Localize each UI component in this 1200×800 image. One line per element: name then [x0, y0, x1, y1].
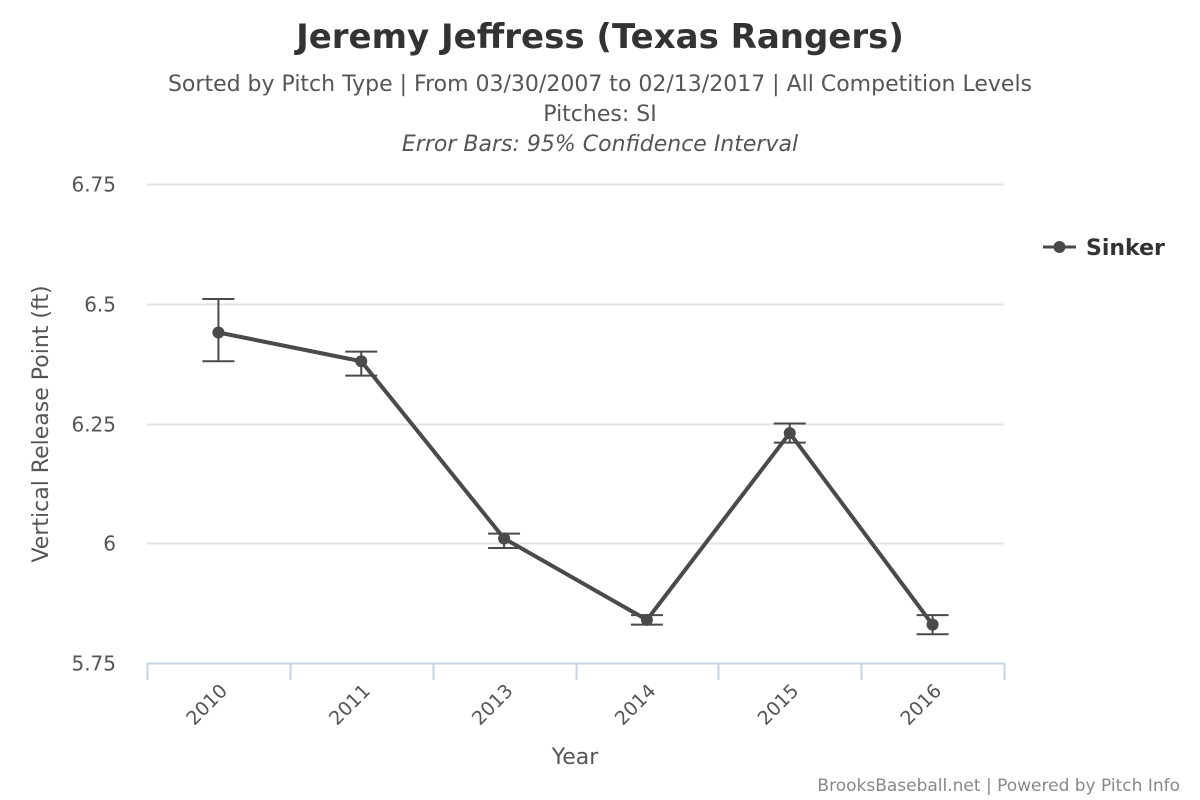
y-tick-label: 6 [103, 532, 116, 556]
x-tick-label: 2014 [611, 680, 661, 730]
credits[interactable]: BrooksBaseball.net | Powered by Pitch In… [817, 776, 1180, 796]
y-tick-label: 6.75 [71, 173, 116, 197]
y-tick-label: 6.5 [84, 293, 116, 317]
x-tick-label: 2010 [182, 680, 232, 730]
data-point [783, 427, 796, 440]
data-point [640, 613, 653, 626]
series-line-sinker [218, 330, 935, 626]
chart-subtitle-pitches: Pitches: SI [543, 102, 656, 127]
chart-subtitle-error-bars: Error Bars: 95% Confidence Interval [402, 132, 798, 157]
legend-marker-sinker [1053, 241, 1066, 253]
data-point [926, 618, 939, 631]
y-axis-title: Vertical Release Point (ft) [29, 285, 54, 562]
y-tick-label: 5.75 [71, 652, 116, 676]
x-tick-label: 2015 [754, 680, 804, 730]
x-tick-label: 2013 [468, 680, 518, 730]
data-point [498, 532, 511, 545]
series-sinker [202, 297, 949, 636]
data-point [212, 326, 225, 339]
x-axis: 2010 2011 2013 2014 2015 2016 [146, 662, 1006, 730]
chart-title: Jeremy Jeffress (Texas Rangers) [294, 17, 904, 57]
legend[interactable]: Sinker [1043, 236, 1165, 261]
legend-label-sinker: Sinker [1086, 236, 1165, 261]
y-tick-label: 6.25 [71, 413, 116, 437]
x-axis-title: Year [551, 745, 600, 770]
chart-subtitle: Sorted by Pitch Type | From 03/30/2007 t… [168, 72, 1032, 97]
y-axis-ticks: 6.75 6.5 6.25 6 5.75 [71, 173, 116, 676]
grid-lines [147, 183, 1004, 545]
data-point [355, 355, 368, 368]
x-tick-label: 2016 [896, 680, 946, 730]
x-tick-label: 2011 [325, 680, 375, 730]
